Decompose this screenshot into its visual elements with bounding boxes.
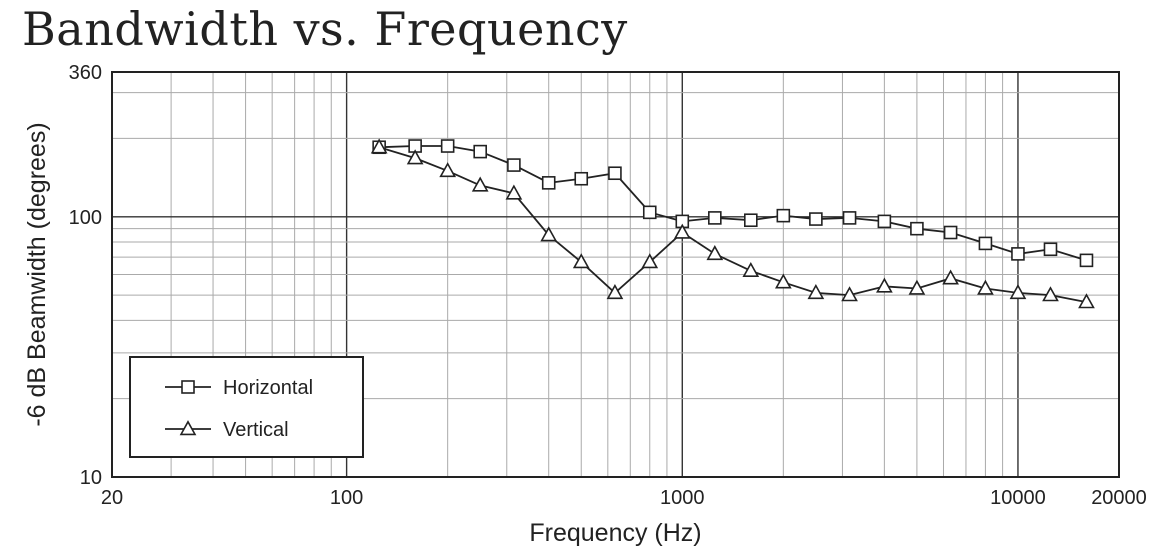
data-point-horizontal xyxy=(642,205,657,220)
data-point-vertical xyxy=(706,245,724,261)
data-point-horizontal xyxy=(877,214,892,229)
legend-label-vertical: Vertical xyxy=(223,419,289,441)
data-point-horizontal xyxy=(809,212,823,226)
y-axis-label: -6 dB Beamwidth (degrees) xyxy=(23,122,51,426)
data-point-vertical xyxy=(742,261,760,277)
series-line-horizontal xyxy=(379,145,1087,262)
legend-marker-horizontal xyxy=(181,380,195,394)
data-point-vertical xyxy=(505,184,523,200)
data-point-horizontal xyxy=(440,139,455,153)
x-tick-label: 20000 xyxy=(1091,487,1147,509)
data-point-vertical xyxy=(439,162,457,178)
data-point-horizontal xyxy=(1011,247,1025,261)
tick-labels: 20 100 1000 10000 20000 10 100 360 xyxy=(69,62,1147,509)
series-layer xyxy=(370,138,1095,309)
data-point-horizontal xyxy=(507,158,521,172)
legend: Horizontal Vertical xyxy=(129,356,364,458)
data-point-vertical xyxy=(406,149,424,165)
series-vertical xyxy=(370,138,1095,309)
data-point-vertical xyxy=(942,269,959,285)
data-point-vertical xyxy=(876,277,893,293)
data-point-horizontal xyxy=(943,225,958,240)
legend-item-vertical: Vertical xyxy=(165,419,289,441)
data-point-vertical xyxy=(774,273,792,289)
x-tick-label: 10000 xyxy=(990,487,1046,509)
y-tick-label: 10 xyxy=(80,467,102,489)
data-point-vertical xyxy=(1009,284,1027,300)
data-point-horizontal xyxy=(1043,242,1058,257)
data-point-horizontal xyxy=(473,144,487,159)
data-point-horizontal xyxy=(608,166,622,181)
data-point-horizontal xyxy=(776,208,791,223)
data-point-vertical xyxy=(471,176,489,192)
data-point-horizontal xyxy=(574,171,589,186)
data-point-horizontal xyxy=(708,211,722,225)
data-point-vertical xyxy=(841,286,858,302)
x-tick-label: 1000 xyxy=(660,487,705,509)
legend-marker-vertical xyxy=(179,420,197,436)
data-point-vertical xyxy=(1042,286,1059,302)
data-point-vertical xyxy=(1078,293,1095,309)
data-point-vertical xyxy=(606,284,624,300)
data-point-horizontal xyxy=(1079,253,1094,268)
data-point-vertical xyxy=(908,279,926,295)
legend-box xyxy=(129,356,364,458)
page-title: Bandwidth vs. Frequency xyxy=(22,2,628,56)
data-point-horizontal xyxy=(541,176,556,190)
legend-item-horizontal: Horizontal xyxy=(165,377,313,399)
series-line-vertical xyxy=(378,146,1087,303)
legend-label-horizontal: Horizontal xyxy=(223,377,313,399)
data-point-vertical xyxy=(370,138,388,154)
x-axis-label: Frequency (Hz) xyxy=(529,519,701,547)
data-point-vertical xyxy=(673,223,691,239)
data-point-vertical xyxy=(540,226,558,242)
x-tick-label: 20 xyxy=(101,487,123,509)
data-point-vertical xyxy=(977,279,994,295)
data-point-vertical xyxy=(572,253,590,269)
data-point-horizontal xyxy=(910,221,924,236)
y-tick-label: 360 xyxy=(69,62,102,84)
data-point-horizontal xyxy=(978,236,993,251)
series-horizontal xyxy=(372,139,1094,268)
y-tick-label: 100 xyxy=(69,207,102,229)
plot-frame xyxy=(111,71,1120,478)
data-point-vertical xyxy=(641,253,659,269)
data-point-vertical xyxy=(807,284,825,300)
data-point-horizontal xyxy=(744,213,758,228)
data-point-horizontal xyxy=(842,211,857,225)
x-tick-label: 100 xyxy=(330,487,363,509)
